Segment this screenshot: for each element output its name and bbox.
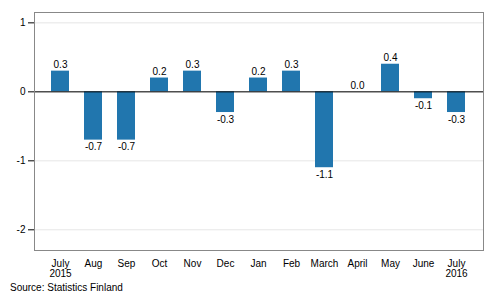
svg-text:Aug: Aug bbox=[85, 258, 103, 269]
svg-text:Oct: Oct bbox=[152, 258, 168, 269]
svg-text:-2: -2 bbox=[17, 224, 26, 235]
html-text:Source: Statistics Finland: Source: Statistics Finland bbox=[10, 282, 123, 293]
svg-text:Sep: Sep bbox=[118, 258, 136, 269]
svg-text:-0.3: -0.3 bbox=[448, 114, 466, 125]
svg-text:Nov: Nov bbox=[184, 258, 202, 269]
svg-text:-1: -1 bbox=[17, 155, 26, 166]
svg-text:Dec: Dec bbox=[217, 258, 235, 269]
svg-text:Feb: Feb bbox=[283, 258, 301, 269]
svg-text:0.0: 0.0 bbox=[351, 80, 365, 91]
svg-text:1: 1 bbox=[20, 17, 26, 28]
svg-text:Jan: Jan bbox=[250, 258, 266, 269]
svg-text:June: June bbox=[413, 258, 435, 269]
svg-text:April: April bbox=[347, 258, 367, 269]
svg-text:0.4: 0.4 bbox=[384, 52, 398, 63]
svg-text:July2015: July2015 bbox=[49, 258, 72, 279]
svg-text:0.3: 0.3 bbox=[54, 59, 68, 70]
svg-text:-0.1: -0.1 bbox=[415, 100, 433, 111]
svg-text:May: May bbox=[381, 258, 400, 269]
svg-text:0.2: 0.2 bbox=[252, 66, 266, 77]
svg-text:-1.1: -1.1 bbox=[316, 169, 334, 180]
svg-text:-0.7: -0.7 bbox=[85, 141, 103, 152]
svg-text:0: 0 bbox=[20, 86, 26, 97]
svg-text:-0.7: -0.7 bbox=[118, 141, 136, 152]
svg-text:0.3: 0.3 bbox=[285, 59, 299, 70]
svg-text:March: March bbox=[311, 258, 339, 269]
svg-text:-0.3: -0.3 bbox=[217, 114, 235, 125]
svg-text:0.2: 0.2 bbox=[153, 66, 167, 77]
svg-text:0.3: 0.3 bbox=[186, 59, 200, 70]
svg-text:July2016: July2016 bbox=[445, 258, 468, 279]
